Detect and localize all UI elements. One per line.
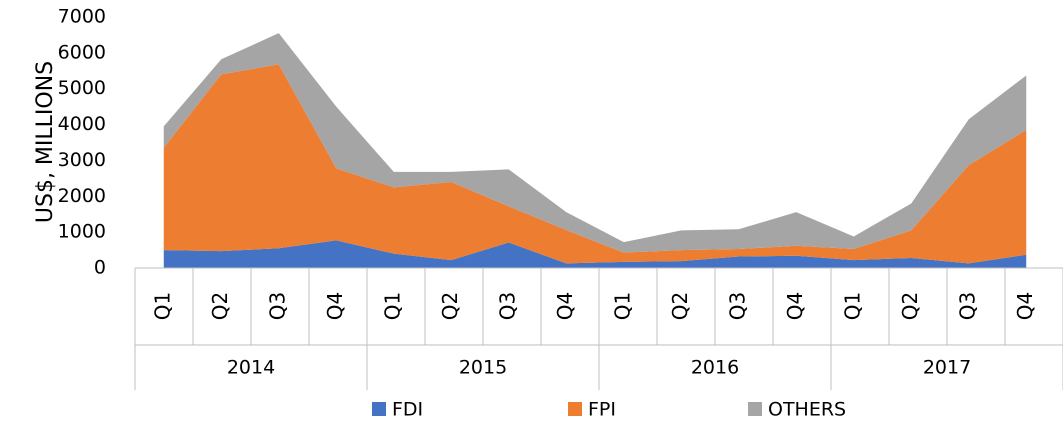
x-tick-label: Q2	[898, 292, 922, 320]
x-tick-label: Q2	[668, 292, 692, 320]
y-tick-label: 5000	[58, 77, 106, 99]
x-tick-label: Q1	[150, 292, 174, 320]
y-tick-label: 2000	[58, 185, 106, 207]
x-tick-label: Q4	[553, 292, 577, 320]
y-tick-label: 7000	[58, 6, 106, 28]
x-tick-label: Q2	[208, 292, 232, 320]
legend-label: FPI	[588, 399, 616, 421]
area	[163, 64, 1027, 264]
y-tick-label: 0	[94, 257, 106, 279]
area	[163, 240, 1027, 268]
x-tick-label: Q1	[840, 292, 864, 320]
y-tick-label: 3000	[58, 149, 106, 171]
x-tick-label: Q4	[783, 292, 807, 320]
legend-label: FDI	[392, 399, 423, 421]
x-tick-label: Q3	[725, 292, 749, 320]
group-label: 2015	[459, 357, 507, 379]
x-tick-label: Q1	[610, 292, 634, 320]
legend-swatch	[748, 402, 762, 416]
group-label: 2016	[691, 357, 739, 379]
legend-swatch	[372, 402, 386, 416]
legend-swatch	[568, 402, 582, 416]
y-axis-label: US$, MILLIONS	[33, 61, 58, 223]
group-label: 2014	[227, 357, 275, 379]
y-tick-label: 4000	[58, 113, 106, 135]
x-tick-label: Q4	[1013, 292, 1037, 320]
x-tick-label: Q3	[955, 292, 979, 320]
x-tick-label: Q3	[495, 292, 519, 320]
x-tick-label: Q3	[265, 292, 289, 320]
x-tick-label: Q1	[380, 292, 404, 320]
area	[163, 33, 1027, 253]
legend-label: OTHERS	[768, 399, 846, 421]
x-tick-label: Q2	[438, 292, 462, 320]
y-tick-label: 1000	[58, 221, 106, 243]
group-label: 2017	[923, 357, 971, 379]
x-tick-label: Q4	[323, 292, 347, 320]
y-tick-label: 6000	[58, 41, 106, 63]
